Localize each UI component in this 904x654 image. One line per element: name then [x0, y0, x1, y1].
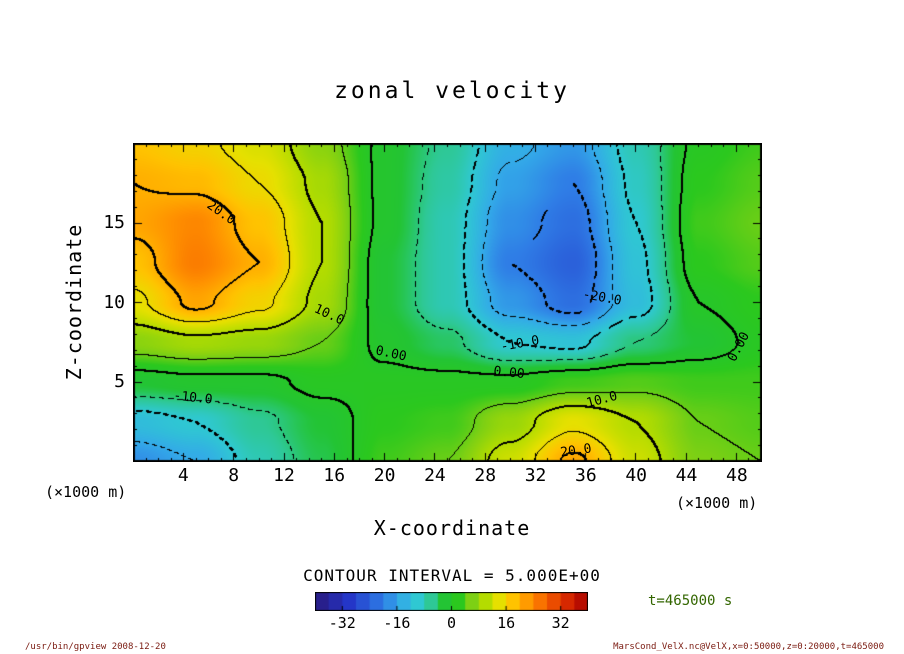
contour-label: 0.00	[492, 363, 526, 382]
colorbar-tick-label: 0	[446, 614, 457, 632]
colorbar-tick-label: -32	[328, 614, 356, 632]
x-tick-label: 4	[177, 465, 189, 486]
contour-field-canvas	[133, 143, 762, 462]
y-tick-label: 5	[114, 371, 125, 393]
chart-title: zonal velocity	[334, 78, 570, 104]
y-tick-label: 10	[103, 291, 125, 313]
y-axis-title: Z-coordinate	[62, 223, 86, 381]
x-tick-label: 12	[273, 465, 295, 486]
x-tick-label: 40	[625, 465, 648, 486]
x-tick-label: 28	[474, 465, 497, 486]
contour-interval-label: CONTOUR INTERVAL = 5.000E+00	[303, 566, 601, 585]
time-label: t=465000 s	[648, 593, 733, 609]
colorbar-tick-label: 16	[497, 614, 516, 632]
x-tick-label: 32	[524, 465, 547, 486]
colorbar-tick-label: -16	[383, 614, 411, 632]
footer-datasource: MarsCond_VelX.nc@VelX,x=0:50000,z=0:2000…	[613, 642, 884, 652]
x-tick-label: 16	[323, 465, 346, 486]
x-tick-label: 8	[228, 465, 240, 486]
x-tick-label: 48	[725, 465, 748, 486]
y-tick-label: 15	[103, 211, 125, 233]
colorbar-labels: -32 -16 0 16 32	[315, 614, 588, 634]
colorbar-canvas	[315, 592, 588, 611]
x-tick-label: 36	[575, 465, 597, 486]
x-axis-unit: (×1000 m)	[676, 494, 758, 512]
x-axis-title: X-coordinate	[373, 516, 531, 540]
footer-command: /usr/bin/gpview 2008-12-20	[25, 642, 166, 652]
y-axis-unit: (×1000 m)	[45, 483, 127, 501]
x-tick-label: 24	[424, 465, 446, 486]
x-tick-label: 20	[373, 465, 396, 486]
plot-area: 20.0 10.0 0.00 -10.0 0.00 -10.0 -20.0 10.0 20.0 0…	[133, 143, 762, 462]
x-tick-label: 44	[675, 465, 698, 486]
colorbar-tick-label: 32	[551, 614, 570, 632]
